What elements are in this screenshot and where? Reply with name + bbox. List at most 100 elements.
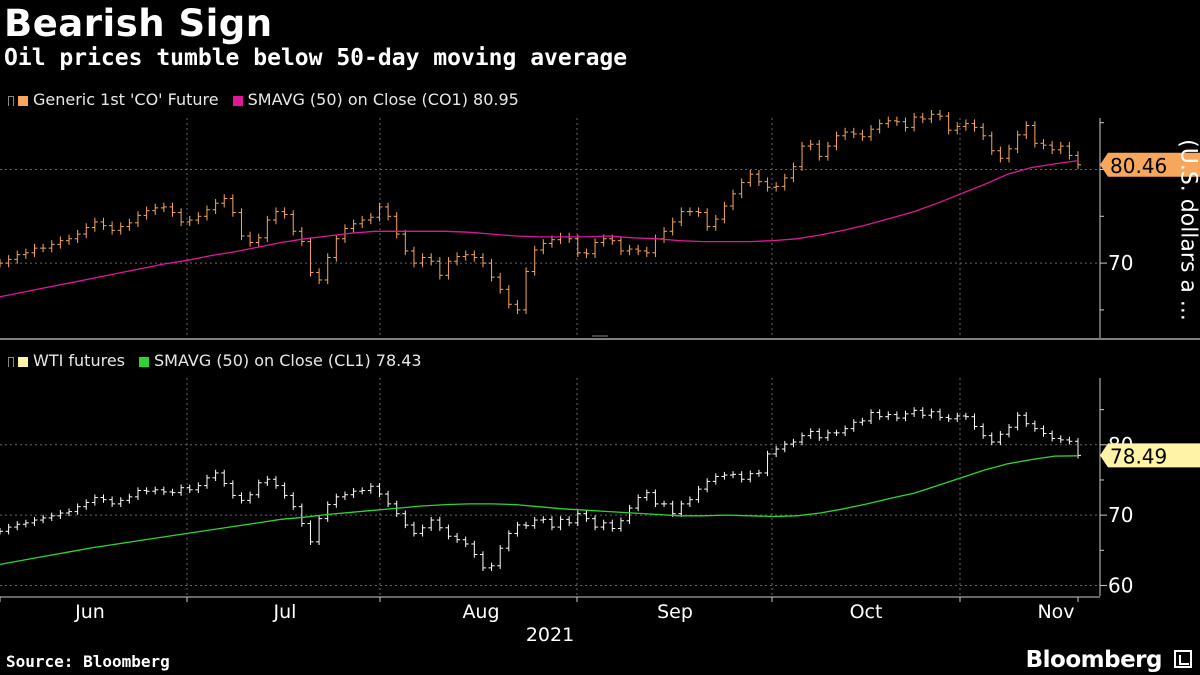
price-bar-brent bbox=[824, 141, 831, 161]
price-bar-brent bbox=[669, 217, 676, 236]
price-bar-brent bbox=[488, 258, 495, 282]
price-bar-brent bbox=[962, 119, 969, 131]
price-bar-brent bbox=[367, 213, 374, 225]
price-bar-wti bbox=[160, 486, 167, 496]
price-bar-brent bbox=[661, 227, 668, 243]
price-bar-brent bbox=[652, 234, 659, 258]
price-bar-brent bbox=[617, 236, 624, 256]
y-tick-label-wti-60: 60 bbox=[1108, 573, 1133, 597]
price-bar-brent bbox=[712, 214, 719, 231]
price-bar-wti bbox=[523, 521, 530, 529]
price-bar-brent bbox=[298, 227, 305, 246]
price-bar-wti bbox=[609, 519, 616, 532]
price-bar-wti bbox=[359, 487, 366, 495]
price-bar-wti bbox=[1066, 436, 1073, 445]
price-bar-wti bbox=[454, 533, 461, 543]
price-bar-wti bbox=[928, 408, 935, 419]
price-bar-brent bbox=[359, 215, 366, 228]
price-bar-brent bbox=[247, 231, 254, 247]
price-bar-wti bbox=[186, 484, 193, 493]
price-bar-wti bbox=[445, 524, 452, 540]
price-bar-wti bbox=[980, 423, 987, 439]
price-bar-brent bbox=[850, 127, 857, 139]
price-bar-brent bbox=[704, 208, 711, 231]
legend-brent: Generic 1st 'CO' Future bbox=[18, 90, 219, 109]
pin-icon[interactable] bbox=[8, 357, 14, 367]
price-bar-wti bbox=[962, 412, 969, 420]
x-tick-label-oct: Oct bbox=[850, 601, 883, 623]
legend-brent-ma: SMAVG (50) on Close (CO1) 80.95 bbox=[232, 90, 519, 109]
price-bar-wti bbox=[807, 428, 814, 439]
price-bar-brent bbox=[902, 117, 909, 132]
price-bar-wti bbox=[0, 528, 3, 535]
price-bar-brent bbox=[117, 222, 124, 235]
price-bar-wti bbox=[988, 432, 995, 446]
price-bar-brent bbox=[40, 243, 47, 253]
price-bar-wti bbox=[91, 494, 98, 506]
price-bar-wti bbox=[712, 473, 719, 485]
price-bar-brent bbox=[790, 162, 797, 183]
legend-swatch-wti-ma bbox=[139, 357, 149, 367]
price-bar-wti bbox=[195, 482, 202, 493]
price-bar-wti bbox=[799, 432, 806, 446]
price-bar-wti bbox=[333, 493, 340, 508]
price-bar-brent bbox=[1049, 140, 1056, 155]
price-bar-brent bbox=[48, 240, 55, 253]
price-bar-brent bbox=[109, 221, 116, 235]
price-bar-brent bbox=[954, 122, 961, 135]
price-bar-wti bbox=[488, 562, 495, 572]
price-bar-wti bbox=[100, 494, 107, 503]
price-bar-wti bbox=[272, 476, 279, 489]
price-bar-brent bbox=[100, 217, 107, 230]
price-bar-wti bbox=[350, 488, 357, 498]
price-bar-brent bbox=[721, 201, 728, 224]
price-bar-brent bbox=[876, 119, 883, 134]
y-tick-label-brent-70: 70 bbox=[1108, 251, 1133, 275]
price-bar-brent bbox=[626, 244, 633, 256]
price-bar-brent bbox=[186, 215, 193, 227]
price-bar-wti bbox=[419, 524, 426, 537]
price-bar-wti bbox=[617, 517, 624, 532]
chart-title: Bearish Sign bbox=[4, 2, 273, 45]
price-bar-wti bbox=[531, 516, 538, 529]
price-bar-wti bbox=[169, 488, 176, 496]
price-bar-brent bbox=[307, 237, 314, 277]
price-bar-wti bbox=[919, 407, 926, 419]
price-bar-wti bbox=[290, 492, 297, 510]
price-bar-brent bbox=[945, 111, 952, 135]
price-bar-wti bbox=[600, 519, 607, 531]
price-bar-wti bbox=[1057, 435, 1064, 444]
price-bar-wti bbox=[833, 429, 840, 437]
price-bar-brent bbox=[255, 233, 262, 247]
price-bar-wti bbox=[695, 485, 702, 503]
price-bar-brent bbox=[997, 146, 1004, 163]
price-bar-wti bbox=[74, 503, 81, 515]
price-bar-brent bbox=[333, 234, 340, 262]
price-bar-brent bbox=[1006, 144, 1013, 163]
price-bar-brent bbox=[221, 194, 228, 208]
price-bar-brent bbox=[531, 245, 538, 276]
brand-logo: Bloomberg bbox=[1025, 647, 1163, 673]
legend-swatch-brent bbox=[18, 96, 28, 106]
price-bar-wti bbox=[143, 487, 150, 495]
x-year-label: 2021 bbox=[526, 624, 574, 646]
price-bar-wti bbox=[212, 469, 219, 482]
price-bar-wti bbox=[281, 482, 288, 499]
price-bar-brent bbox=[1066, 141, 1073, 160]
price-bar-brent bbox=[635, 244, 642, 256]
pin-icon[interactable] bbox=[8, 96, 14, 106]
price-bar-brent bbox=[1031, 121, 1038, 148]
price-bar-brent bbox=[919, 112, 926, 124]
price-bar-brent bbox=[212, 198, 219, 214]
price-bar-wti bbox=[885, 411, 892, 420]
terminal-icon bbox=[1174, 650, 1192, 668]
x-tick-label-nov: Nov bbox=[1037, 601, 1074, 623]
price-bar-brent bbox=[583, 248, 590, 258]
price-bar-wti bbox=[307, 520, 314, 546]
price-bar-brent bbox=[419, 253, 426, 268]
y-axis-label-text: (U.S. dollars a ... bbox=[1175, 139, 1200, 321]
price-bar-wti bbox=[65, 508, 72, 517]
legend-wti-ma: SMAVG (50) on Close (CL1) 78.43 bbox=[139, 351, 422, 370]
price-bar-wti bbox=[402, 510, 409, 529]
